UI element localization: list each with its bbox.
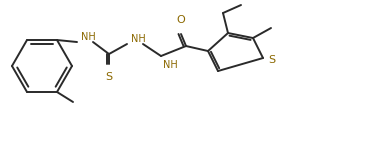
Text: S: S bbox=[105, 72, 113, 82]
Text: S: S bbox=[268, 55, 275, 65]
Text: NH: NH bbox=[131, 34, 146, 44]
Text: NH: NH bbox=[163, 60, 178, 70]
Text: NH: NH bbox=[81, 32, 96, 42]
Text: O: O bbox=[177, 15, 185, 25]
